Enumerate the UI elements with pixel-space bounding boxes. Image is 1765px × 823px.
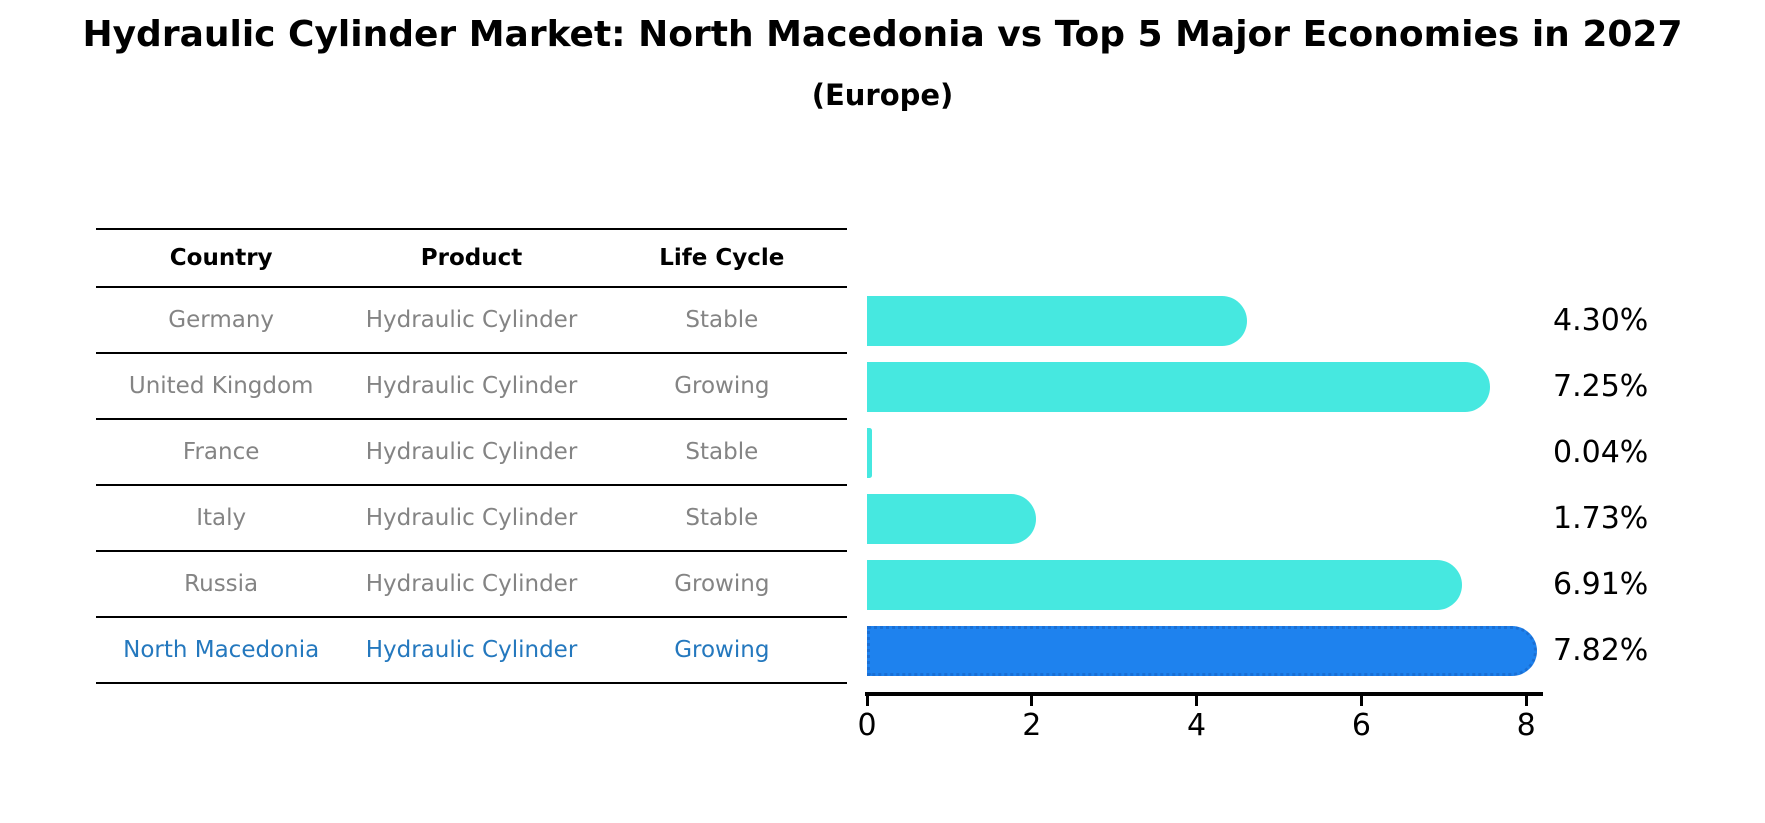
bar-france [867, 428, 872, 478]
x-tick [1359, 696, 1363, 706]
table-cell-country: Russia [184, 571, 259, 597]
table-row-germany: Germany Hydraulic Cylinder Stable [96, 288, 847, 354]
table-cell-life_cycle: Stable [685, 439, 759, 465]
x-tick-label: 0 [857, 708, 877, 743]
table-row-russia: Russia Hydraulic Cylinder Growing [96, 552, 847, 618]
table-cell-product: Hydraulic Cylinder [365, 571, 578, 597]
x-tick [1195, 696, 1199, 706]
column-header-product: Product [420, 245, 523, 271]
table-row-france: France Hydraulic Cylinder Stable [96, 420, 847, 486]
x-axis-line [865, 692, 1543, 696]
table-cell-life_cycle: Stable [685, 307, 759, 333]
column-header-life-cycle: Life Cycle [659, 245, 785, 271]
chart-subtitle: (Europe) [811, 78, 954, 112]
table-cell-product: Hydraulic Cylinder [365, 307, 578, 333]
bar-italy [867, 494, 1036, 544]
bar-russia [867, 560, 1462, 610]
table-cell-country: North Macedonia [123, 637, 320, 663]
table-cell-country: Germany [168, 307, 275, 333]
x-tick [1030, 696, 1034, 706]
column-header-country: Country [169, 245, 273, 271]
country-table: Country Product Life Cycle Germany Hydrauli… [96, 228, 847, 684]
table-row-north-macedonia: North Macedonia Hydraulic Cylinder Growing [96, 618, 847, 684]
value-label-north-macedonia: 7.82% [1553, 633, 1649, 668]
table-cell-life_cycle: Stable [685, 505, 759, 531]
table-cell-life_cycle: Growing [674, 571, 770, 597]
value-label-france: 0.04% [1553, 435, 1649, 470]
x-tick [1524, 696, 1528, 706]
value-label-italy: 1.73% [1553, 501, 1649, 536]
x-tick-label: 6 [1351, 708, 1371, 743]
value-label-united-kingdom: 7.25% [1553, 369, 1649, 404]
table-cell-life_cycle: Growing [674, 373, 770, 399]
chart-title: Hydraulic Cylinder Market: North Macedon… [82, 14, 1683, 55]
x-tick [865, 696, 869, 706]
x-tick-label: 8 [1516, 708, 1536, 743]
table-cell-country: France [182, 439, 260, 465]
bar-germany [867, 296, 1247, 346]
table-cell-product: Hydraulic Cylinder [365, 439, 578, 465]
table-row-italy: Italy Hydraulic Cylinder Stable [96, 486, 847, 552]
value-label-russia: 6.91% [1553, 567, 1649, 602]
table-cell-product: Hydraulic Cylinder [365, 505, 578, 531]
table-cell-country: Italy [196, 505, 247, 531]
table-cell-country: United Kingdom [128, 373, 314, 399]
x-tick-label: 4 [1187, 708, 1207, 743]
bar-united-kingdom [867, 362, 1490, 412]
table-cell-life_cycle: Growing [674, 637, 770, 663]
x-tick-label: 2 [1022, 708, 1042, 743]
table-cell-product: Hydraulic Cylinder [365, 637, 578, 663]
table-cell-product: Hydraulic Cylinder [365, 373, 578, 399]
value-label-germany: 4.30% [1553, 303, 1649, 338]
table-header-row: Country Product Life Cycle [96, 228, 847, 288]
table-row-united-kingdom: United Kingdom Hydraulic Cylinder Growing [96, 354, 847, 420]
bar-north-macedonia [867, 626, 1537, 676]
